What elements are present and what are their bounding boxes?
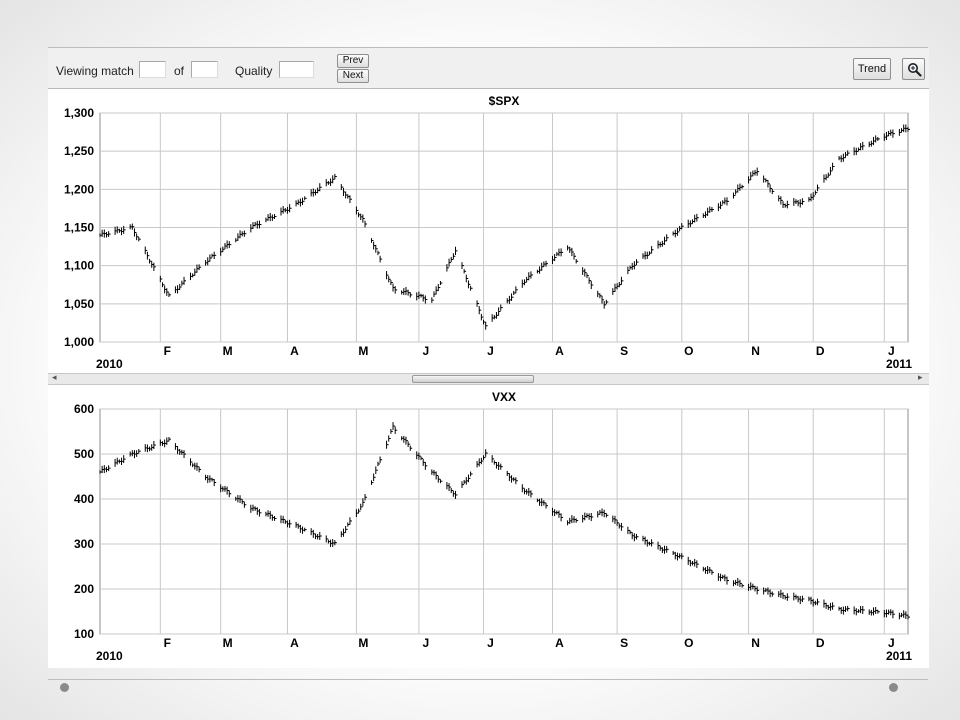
- magnifier-icon: [908, 63, 922, 77]
- spx-year-label-start: 2010: [96, 357, 123, 371]
- spx-year-label-end: 2011: [886, 357, 912, 371]
- spx-x-tick-label: M: [358, 344, 368, 358]
- spx-y-tick-label: 1,050: [64, 297, 94, 311]
- vxx-x-tick-label: J: [888, 636, 895, 650]
- slide-dot-right: [889, 683, 898, 692]
- scroll-left-arrow-icon[interactable]: ◂: [52, 372, 57, 382]
- spx-x-tick-label: D: [816, 344, 825, 358]
- vxx-y-tick-label: 400: [74, 492, 94, 506]
- spx-chart-panel: $SPX 1,000 1,050 1,100 1,150 1,200 1,250 1,300 F…: [48, 89, 929, 373]
- spx-chart-title: $SPX: [489, 94, 520, 108]
- of-label: of: [174, 64, 185, 78]
- vxx-x-tick-label: J: [487, 636, 494, 650]
- trend-button[interactable]: Trend: [853, 58, 891, 80]
- spx-y-tick-label: 1,000: [64, 335, 94, 349]
- spx-y-tick-label: 1,150: [64, 221, 94, 235]
- quality-label: Quality: [235, 64, 273, 78]
- prev-button[interactable]: Prev: [337, 54, 369, 68]
- slide-dot-left: [60, 683, 69, 692]
- vxx-chart: VXX 100 200 300 400 500 600 F M A M J J A S O N D J 2010 201…: [74, 390, 912, 663]
- spx-x-tick-label: J: [487, 344, 494, 358]
- vxx-x-tick-label: M: [358, 636, 368, 650]
- spx-x-tick-label: A: [290, 344, 299, 358]
- vxx-x-tick-label: N: [751, 636, 760, 650]
- vxx-x-tick-label: A: [290, 636, 299, 650]
- spx-x-tick-label: M: [223, 344, 233, 358]
- spx-chart: $SPX 1,000 1,050 1,100 1,150 1,200 1,250 1,300 F…: [64, 94, 912, 371]
- match-total-field[interactable]: [191, 61, 218, 78]
- vxx-chart-title: VXX: [492, 390, 516, 404]
- scroll-right-arrow-icon[interactable]: ▸: [918, 372, 923, 382]
- vxx-x-tick-label: A: [555, 636, 564, 650]
- scroll-thumb[interactable]: [412, 375, 534, 383]
- spx-x-tick-label: F: [164, 344, 171, 358]
- next-button[interactable]: Next: [337, 69, 369, 83]
- vxx-year-label-start: 2010: [96, 649, 123, 663]
- viewing-match-label: Viewing match: [56, 64, 134, 78]
- vxx-plot-frame: [99, 408, 909, 635]
- vxx-x-tick-label: D: [816, 636, 825, 650]
- vxx-x-tick-label: S: [620, 636, 628, 650]
- spx-x-tick-label: J: [423, 344, 430, 358]
- vxx-y-tick-label: 300: [74, 537, 94, 551]
- slide-bottom-rule: [48, 679, 928, 680]
- horizontal-scrollbar[interactable]: ◂ ▸: [48, 372, 929, 385]
- toolbar: Viewing match of Quality Prev Next Trend: [48, 48, 929, 89]
- vxx-x-tick-label: J: [423, 636, 430, 650]
- vxx-y-tick-label: 500: [74, 447, 94, 461]
- quality-field[interactable]: [279, 61, 314, 78]
- zoom-button[interactable]: [902, 58, 925, 80]
- spx-y-tick-label: 1,300: [64, 106, 94, 120]
- spx-y-tick-label: 1,250: [64, 144, 94, 158]
- vxx-x-tick-label: M: [223, 636, 233, 650]
- vxx-year-label-end: 2011: [886, 649, 912, 663]
- spx-x-tick-label: N: [751, 344, 760, 358]
- vxx-x-tick-label: F: [164, 636, 171, 650]
- pattern-match-window: Viewing match of Quality Prev Next Trend…: [48, 48, 929, 668]
- spx-y-tick-label: 1,100: [64, 259, 94, 273]
- spx-y-tick-label: 1,200: [64, 182, 94, 196]
- vxx-x-tick-label: O: [684, 636, 693, 650]
- match-number-field[interactable]: [139, 61, 166, 78]
- vxx-y-tick-label: 600: [74, 402, 94, 416]
- spx-x-tick-label: A: [555, 344, 564, 358]
- vxx-y-tick-label: 200: [74, 582, 94, 596]
- vxx-chart-panel: VXX 100 200 300 400 500 600 F M A M J J A S O N D J 2010 201…: [48, 385, 929, 668]
- spx-x-tick-label: O: [684, 344, 693, 358]
- vxx-y-tick-label: 100: [74, 627, 94, 641]
- spx-x-tick-label: J: [888, 344, 895, 358]
- slide-top-rule: [48, 47, 928, 48]
- spx-x-tick-label: S: [620, 344, 628, 358]
